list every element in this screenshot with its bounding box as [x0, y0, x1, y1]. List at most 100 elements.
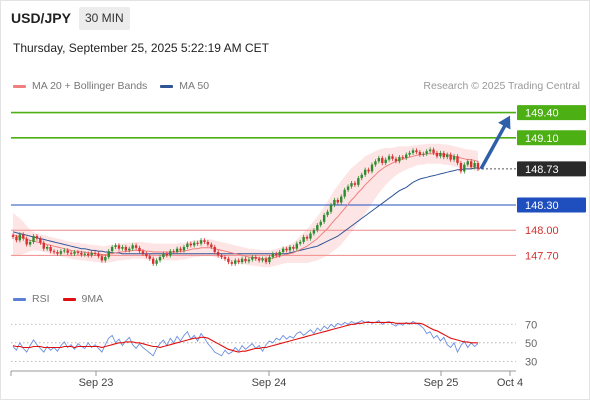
candle-body	[391, 156, 394, 159]
candle-body	[162, 253, 165, 258]
candle-body	[268, 257, 271, 263]
legend-swatch-ma20	[13, 84, 26, 88]
candle-body	[83, 253, 87, 255]
candle-body	[100, 256, 104, 261]
legend-label-rsi: RSI	[32, 293, 50, 305]
candle-body	[398, 157, 401, 162]
candle-body	[189, 243, 192, 246]
candle-body	[210, 244, 213, 247]
candle-body	[452, 156, 456, 160]
candle-body	[381, 157, 384, 163]
level-label-last: 148.73	[525, 164, 559, 176]
candle-body	[319, 221, 322, 226]
candle-body	[302, 236, 305, 242]
candle-body	[131, 245, 134, 249]
candle-body	[275, 253, 278, 256]
forecast-arrow-shaft	[479, 122, 508, 170]
candle-body	[193, 242, 196, 246]
candle-body	[360, 174, 363, 179]
level-tag-last	[517, 161, 586, 177]
candle-body	[305, 236, 309, 239]
level-label-support: 148.00	[525, 225, 559, 237]
candle-body	[384, 159, 387, 163]
timeframe-button[interactable]: 30 MIN	[79, 7, 130, 30]
candle-body	[281, 248, 285, 253]
candle-body	[234, 260, 237, 264]
candle-body	[22, 234, 25, 239]
candle-body	[271, 253, 275, 258]
legend-swatch-rsi-ma	[62, 297, 76, 301]
candle-body	[418, 152, 422, 155]
level-label-pivot: 148.30	[525, 200, 559, 212]
candle-body	[401, 157, 404, 159]
candle-body	[261, 258, 264, 261]
candle-body	[73, 252, 76, 254]
candle-body	[216, 252, 220, 256]
candle-body	[425, 151, 428, 154]
candle-body	[220, 255, 223, 258]
legend-item-rsi: RSI	[13, 293, 50, 305]
candle-body	[203, 240, 206, 242]
candle-body	[459, 163, 463, 172]
candle-body	[35, 236, 39, 239]
candle-body	[128, 248, 131, 251]
ma20-line	[12, 153, 479, 260]
candle-body	[165, 253, 169, 256]
candle-body	[80, 252, 83, 255]
research-credit: Research © 2025 Trading Central	[423, 80, 580, 92]
candle-body	[254, 257, 257, 259]
chart-header: USD/JPY 30 MIN	[0, 0, 590, 36]
legend-swatch-rsi	[13, 297, 26, 301]
level-tag-pivot	[517, 197, 586, 213]
candle-body	[264, 258, 268, 263]
candle-body	[49, 247, 52, 252]
candle-body	[199, 240, 203, 244]
legend-label-ma20: MA 20 + Bollinger Bands	[32, 80, 148, 92]
candle-body	[110, 247, 114, 252]
price-legend: MA 20 + Bollinger Bands MA 50	[13, 80, 222, 92]
candle-body	[326, 211, 329, 216]
candle-body	[240, 258, 244, 263]
candle-body	[463, 164, 466, 172]
candle-body	[363, 169, 367, 175]
candle-body	[336, 199, 340, 203]
candle-body	[257, 258, 261, 261]
candles-group	[11, 147, 480, 266]
candle-body	[449, 154, 452, 160]
candle-body	[367, 169, 370, 172]
candle-body	[432, 149, 435, 153]
candle-body	[134, 245, 138, 248]
x-tick-label: Sep 25	[424, 377, 459, 389]
candle-body	[346, 186, 350, 190]
candle-body	[333, 199, 336, 205]
candle-body	[90, 252, 93, 256]
level-label-support: 147.70	[525, 250, 559, 262]
candle-body	[299, 241, 302, 244]
candle-body	[404, 154, 408, 158]
candle-body	[42, 242, 45, 249]
candle-body	[469, 161, 473, 168]
candle-body	[251, 257, 254, 260]
candle-body	[370, 164, 374, 172]
candle-body	[104, 257, 107, 261]
candle-body	[87, 253, 90, 256]
candle-body	[350, 183, 353, 187]
candle-body	[69, 252, 73, 254]
candle-body	[93, 252, 97, 254]
rsi-tick-label: 50	[525, 338, 537, 350]
candle-body	[247, 259, 251, 262]
candle-body	[172, 251, 175, 253]
candle-body	[295, 243, 298, 249]
legend-label-ma50: MA 50	[179, 80, 210, 92]
candle-body	[227, 258, 230, 263]
rsi-ma-line	[12, 321, 478, 353]
candle-body	[422, 153, 425, 155]
candle-body	[316, 225, 319, 231]
candle-body	[11, 235, 15, 237]
candle-body	[56, 252, 59, 254]
rsi-legend: RSI 9MA	[13, 293, 116, 305]
candle-body	[292, 247, 295, 249]
candle-body	[145, 253, 148, 257]
x-tick-label: Sep 24	[252, 377, 287, 389]
